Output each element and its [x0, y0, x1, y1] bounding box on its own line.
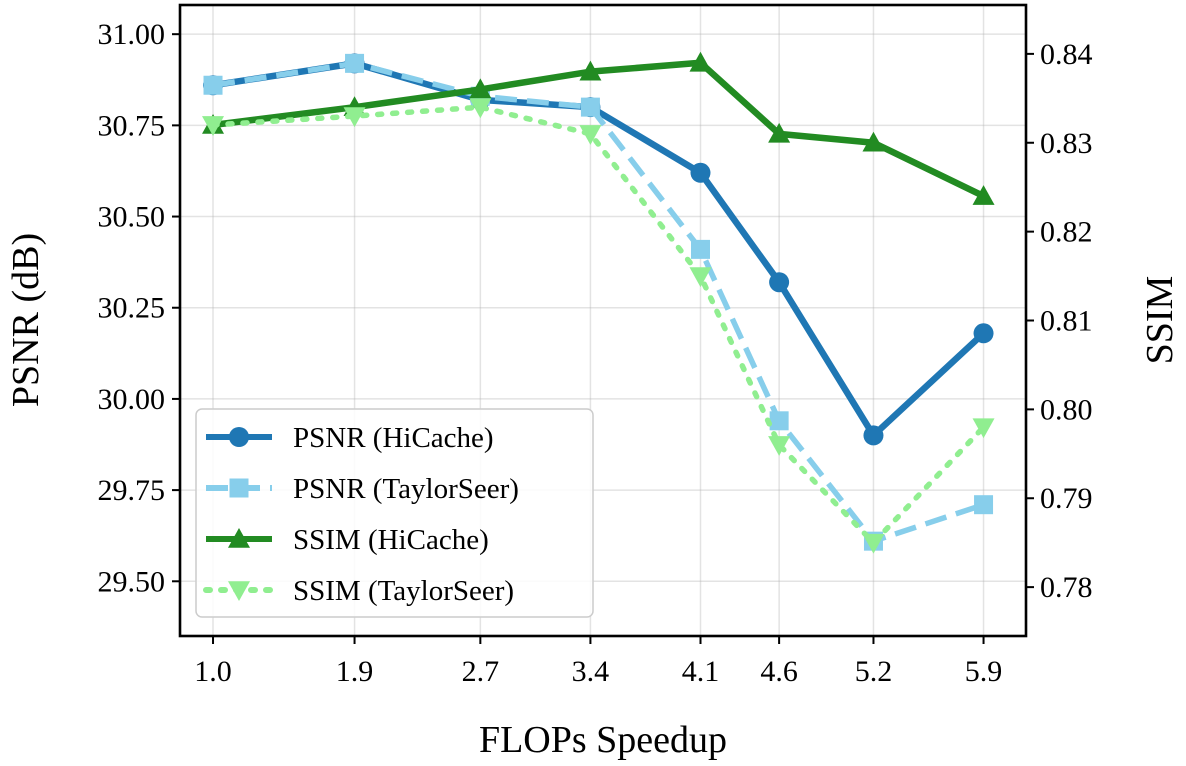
legend: PSNR (HiCache) PSNR (TaylorSeer) SSIM (HiC… [195, 408, 594, 618]
data-point [689, 267, 712, 288]
data-point [863, 425, 884, 446]
legend-label: SSIM (HiCache) [293, 524, 489, 556]
series-layer [202, 51, 995, 554]
x-tick-label: 2.7 [462, 655, 500, 688]
data-point [689, 51, 712, 72]
data-point [972, 185, 995, 205]
y-left-tick-label: 30.50 [98, 201, 166, 234]
data-point [203, 75, 223, 95]
y-axis-left-title: PSNR (dB) [5, 233, 47, 407]
y-left-tick-label: 30.75 [98, 109, 166, 142]
data-point [973, 323, 994, 344]
data-point [579, 60, 602, 81]
legend-marker [228, 581, 250, 601]
series-ssim-taylorseer [202, 98, 995, 554]
legend-entry: PSNR (HiCache) [206, 422, 494, 454]
y-left-tick-label: 31.00 [98, 18, 166, 51]
y-right-tick-label: 0.83 [1040, 127, 1093, 160]
axes-layer: 1.0 1.9 2.7 3.4 4.1 4.6 5.2 5.9 29.50 29.75 30.00 3… [98, 18, 1093, 688]
legend-entry: PSNR (TaylorSeer) [206, 473, 519, 505]
data-point [768, 122, 791, 143]
x-tick-label: 3.4 [572, 655, 610, 688]
data-point [202, 116, 225, 136]
y-right-tick-label: 0.78 [1040, 571, 1093, 604]
x-tick-label: 5.9 [965, 655, 1003, 688]
legend-label: PSNR (HiCache) [293, 422, 494, 454]
data-point [974, 495, 994, 515]
x-tick-label: 5.2 [855, 655, 893, 688]
y-axis-right-title: SSIM [1139, 276, 1181, 365]
legend-marker [229, 478, 249, 498]
legend-entries: PSNR (HiCache) PSNR (TaylorSeer) SSIM (HiC… [203, 422, 519, 607]
x-axis-title: FLOPs Speedup [479, 719, 727, 761]
data-point [690, 162, 711, 183]
x-tick-label: 4.1 [682, 655, 720, 688]
legend-entry: SSIM (HiCache) [206, 524, 489, 556]
data-point [580, 97, 600, 117]
data-point [862, 131, 885, 152]
x-tick-label: 1.9 [336, 655, 374, 688]
y-left-tick-label: 30.00 [98, 383, 166, 416]
data-point [769, 411, 789, 431]
series-line [212, 59, 985, 200]
data-point [769, 272, 790, 293]
data-point [690, 239, 710, 259]
legend-marker [228, 528, 250, 548]
legend-marker [229, 427, 249, 447]
y-right-tick-label: 0.80 [1040, 393, 1093, 426]
y-right-tick-label: 0.79 [1040, 482, 1093, 515]
y-right-tick-label: 0.82 [1040, 216, 1093, 249]
y-left-tick-label: 30.25 [98, 292, 166, 325]
data-point [579, 125, 602, 145]
y-left-tick-label: 29.75 [98, 474, 166, 507]
data-point [972, 418, 995, 439]
y-left-tick-label: 29.50 [98, 565, 166, 598]
legend-box [195, 408, 594, 618]
x-tick-label: 1.0 [194, 655, 232, 688]
data-point [343, 107, 366, 128]
data-point [345, 53, 365, 73]
legend-label: PSNR (TaylorSeer) [293, 473, 519, 505]
y-right-tick-label: 0.84 [1040, 38, 1093, 71]
data-point [469, 78, 492, 99]
x-tick-label: 4.6 [760, 655, 798, 688]
y-right-tick-label: 0.81 [1040, 305, 1093, 338]
legend-label: SSIM (TaylorSeer) [293, 575, 514, 607]
legend-entry: SSIM (TaylorSeer) [203, 575, 514, 607]
series-line [210, 104, 987, 546]
data-point [768, 436, 791, 456]
data-point [469, 98, 492, 119]
data-point [862, 533, 885, 554]
series-line [212, 60, 985, 544]
